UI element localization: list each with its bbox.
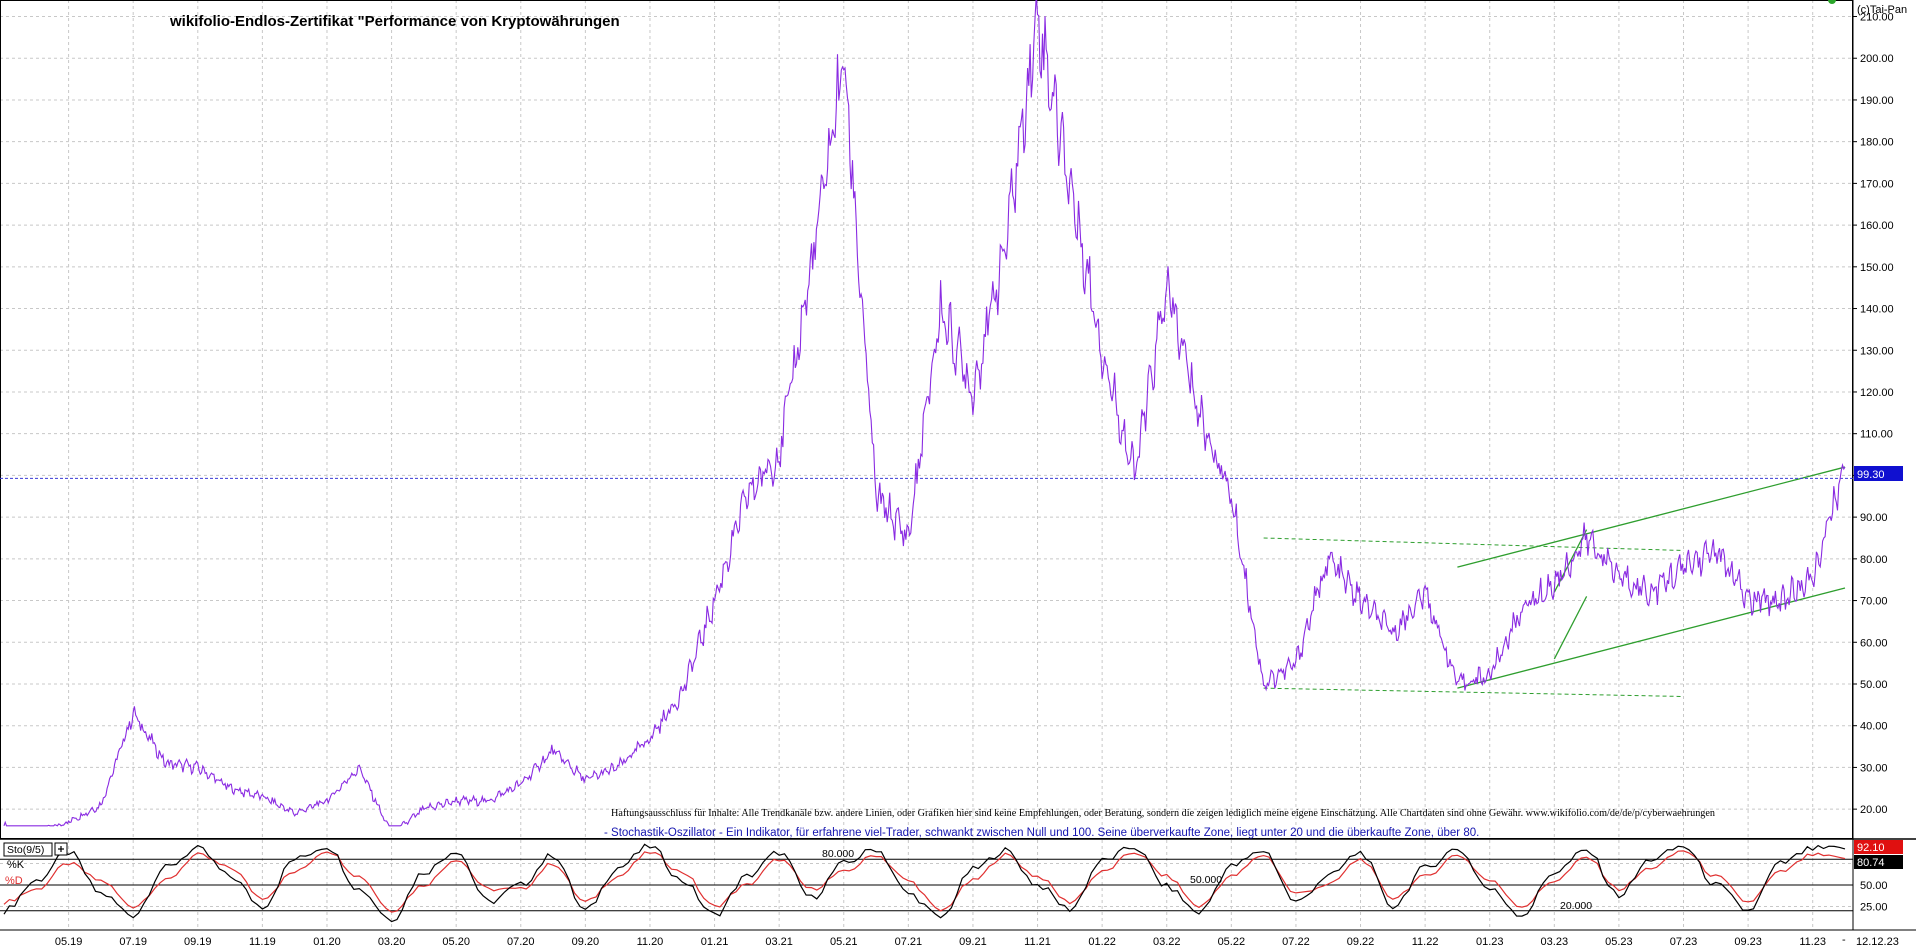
y-tick-label: 150.00 (1860, 262, 1894, 274)
x-tick-label: 11.19 (249, 936, 276, 948)
k-value-badge (1854, 840, 1903, 854)
x-end-label: 12.12.23 (1856, 936, 1899, 948)
x-tick-label: 05.21 (830, 936, 858, 948)
y-tick-label: 190.00 (1860, 95, 1894, 107)
y-tick-label: 30.00 (1860, 762, 1888, 774)
y-tick-label: 80.00 (1860, 554, 1888, 566)
stoch-title-box (3, 842, 53, 857)
x-tick-label: 03.23 (1541, 936, 1569, 948)
x-tick-labels: 05.19 07.19 09.19 11.19 01.20 03.20 05.20 07.20… (55, 936, 1826, 948)
y-tick-label: 60.00 (1860, 637, 1888, 649)
x-tick-label: 05.20 (442, 936, 470, 948)
k-legend-label: %K (7, 859, 25, 871)
x-tick-label: 03.22 (1153, 936, 1181, 948)
y-tick-label: 120.00 (1860, 387, 1894, 399)
y-tick-label: 50.00 (1860, 679, 1888, 691)
x-tick-label: 07.19 (119, 936, 147, 948)
x-tick-label: 09.22 (1347, 936, 1375, 948)
y-tick-label: 70.00 (1860, 596, 1888, 608)
x-tick-label: 03.21 (765, 936, 793, 948)
status-dot (1828, 0, 1836, 4)
chart-title: wikifolio-Endlos-Zertifikat "Performance… (169, 13, 620, 30)
x-tick-label: 09.19 (184, 936, 212, 948)
d-legend-label: %D (5, 875, 23, 887)
x-tick-label: 07.20 (507, 936, 535, 948)
stoch-legend: Sto(9/5) %K %D (3, 842, 68, 887)
y-tick-label: 130.00 (1860, 345, 1894, 357)
stoch-y-tick-label: 50.00 (1860, 880, 1888, 892)
stoch-level-labels: 80.000 50.000 20.000 (822, 848, 1592, 912)
y-tick-label: 20.00 (1860, 804, 1888, 816)
x-tick-label: 11.23 (1799, 936, 1826, 948)
price-panel-frame (0, 0, 1853, 839)
x-tick-label: 09.23 (1734, 936, 1762, 948)
y-tick-label: 170.00 (1860, 178, 1894, 190)
vertical-grid (68, 0, 1814, 930)
d-value-badge (1854, 855, 1903, 869)
x-tick-label: 01.22 (1088, 936, 1116, 948)
x-tick-label: 07.22 (1282, 936, 1310, 948)
d-value-label: 80.74 (1857, 857, 1885, 869)
stoch-level-label: 50.000 (1190, 874, 1222, 886)
y-tick-label: 160.00 (1860, 220, 1894, 232)
price-y-tick-labels: 20.00 30.00 40.00 50.00 60.00 70.00 80.00 90.00… (1853, 12, 1894, 816)
x-tick-label: 11.21 (1024, 936, 1051, 948)
x-tick-label: 05.23 (1605, 936, 1633, 948)
stoch-levels (0, 858, 1853, 912)
trend-line-dashed (1263, 537, 1684, 551)
x-tick-label: 03.20 (378, 936, 406, 948)
stoch-level-label: 80.000 (822, 848, 854, 860)
copyright-label: (c)Tai-Pan (1857, 4, 1907, 16)
stoch-level-label: 20.000 (1560, 900, 1592, 912)
trend-line-dashed (1263, 687, 1684, 698)
k-value-label: 92.10 (1857, 842, 1885, 854)
trend-line (1457, 466, 1846, 568)
trend-line (1457, 587, 1846, 689)
x-tick-label: 01.23 (1476, 936, 1504, 948)
x-tick-label: 11.20 (637, 936, 664, 948)
indicator-note: - Stochastik-Oszillator - Ein Indikator,… (604, 827, 1479, 839)
stoch-title: Sto(9/5) (7, 844, 44, 856)
x-tick-label: 05.22 (1218, 936, 1246, 948)
current-value-label: 99.30 (1857, 469, 1885, 481)
x-tick-label: 07.23 (1670, 936, 1698, 948)
stoch-k-line (3, 843, 1846, 923)
trend-line (1553, 596, 1588, 660)
stoch-y-tick-label: 25.00 (1860, 902, 1888, 914)
y-tick-label: 200.00 (1860, 53, 1894, 65)
price-horizontal-grid (0, 16, 1853, 810)
x-tick-label: 05.19 (55, 936, 83, 948)
x-tick-label: 09.20 (572, 936, 600, 948)
x-tick-label: 01.20 (313, 936, 341, 948)
x-tick-label: 09.21 (959, 936, 987, 948)
price-series-line (3, 0, 1846, 827)
y-tick-label: 210.00 (1860, 12, 1894, 24)
x-tick-label: 11.22 (1412, 936, 1439, 948)
y-tick-label: 40.00 (1860, 721, 1888, 733)
x-axis-dash: - (1842, 934, 1846, 946)
x-tick-label: 07.21 (895, 936, 923, 948)
x-tick-label: 01.21 (701, 936, 729, 948)
y-tick-label: 180.00 (1860, 137, 1894, 149)
current-value-badge (1854, 466, 1903, 481)
y-tick-label: 90.00 (1860, 512, 1888, 524)
y-tick-label: 140.00 (1860, 304, 1894, 316)
y-tick-label: 110.00 (1860, 429, 1893, 441)
disclaimer-text: Haftungsausschluss für Inhalte: Alle Tre… (611, 808, 1715, 819)
